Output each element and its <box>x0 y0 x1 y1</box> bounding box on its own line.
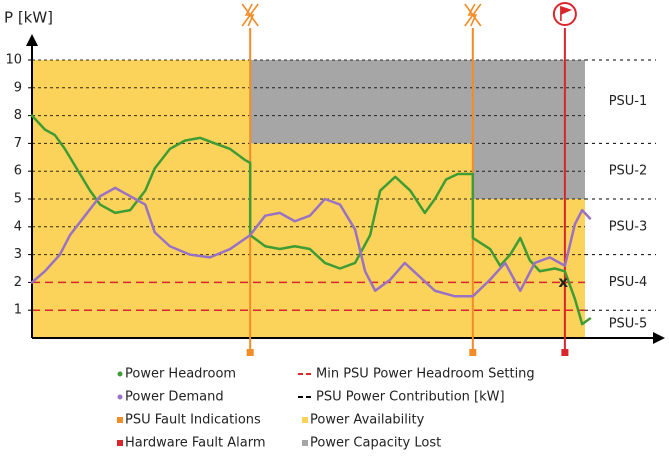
legend-label: Hardware Fault Alarm <box>125 436 265 451</box>
y-tick-label: 10 <box>5 53 22 68</box>
annotation: x <box>558 273 568 291</box>
legend-marker <box>302 417 308 423</box>
legend-marker <box>117 371 123 377</box>
series-line <box>30 114 592 326</box>
legend-label: Min PSU Power Headroom Setting <box>316 367 535 382</box>
legend-label: Power Headroom <box>125 367 236 382</box>
series-line <box>30 186 592 298</box>
psu-label: PSU-3 <box>609 219 648 234</box>
alarm-marker <box>561 349 569 356</box>
x-axis-arrow <box>653 332 665 344</box>
psu-label: PSU-1 <box>609 94 648 109</box>
y-tick-label: 2 <box>14 275 22 290</box>
y-axis-label: P [kW] <box>4 9 53 27</box>
legend-label: Power Capacity Lost <box>310 436 441 451</box>
y-tick-label: 5 <box>14 192 22 207</box>
legend-label: Power Demand <box>125 390 224 405</box>
psu-label: PSU-5 <box>609 317 648 332</box>
y-tick-label: 6 <box>14 164 22 179</box>
psu_faults-marker <box>469 349 477 356</box>
alarm-flag <box>560 5 573 21</box>
psu_faults-marker <box>246 349 254 356</box>
fault-icon <box>241 3 259 27</box>
alarm-icon <box>552 2 577 26</box>
availability-region <box>472 199 585 338</box>
legend-label: Power Availability <box>310 413 425 428</box>
availability-region <box>250 143 473 338</box>
fault-icon <box>464 3 482 27</box>
legend-marker <box>117 394 123 400</box>
y-axis-arrow <box>26 34 38 46</box>
y-tick-label: 8 <box>14 108 22 123</box>
legend-marker <box>302 440 308 446</box>
y-tick-label: 9 <box>14 80 22 95</box>
legend-label: PSU Power Contribution [kW] <box>316 390 505 405</box>
capacity_lost-region <box>250 60 585 144</box>
psu-label: PSU-2 <box>609 164 648 179</box>
y-tick-label: 1 <box>14 303 22 318</box>
y-tick-label: 7 <box>14 136 22 151</box>
psu-label: PSU-4 <box>609 275 648 290</box>
legend-marker <box>117 440 123 446</box>
y-tick-label: 3 <box>14 247 22 262</box>
legend-marker <box>117 417 123 423</box>
y-tick-label: 4 <box>14 219 22 234</box>
legend-label: PSU Fault Indications <box>125 413 261 428</box>
